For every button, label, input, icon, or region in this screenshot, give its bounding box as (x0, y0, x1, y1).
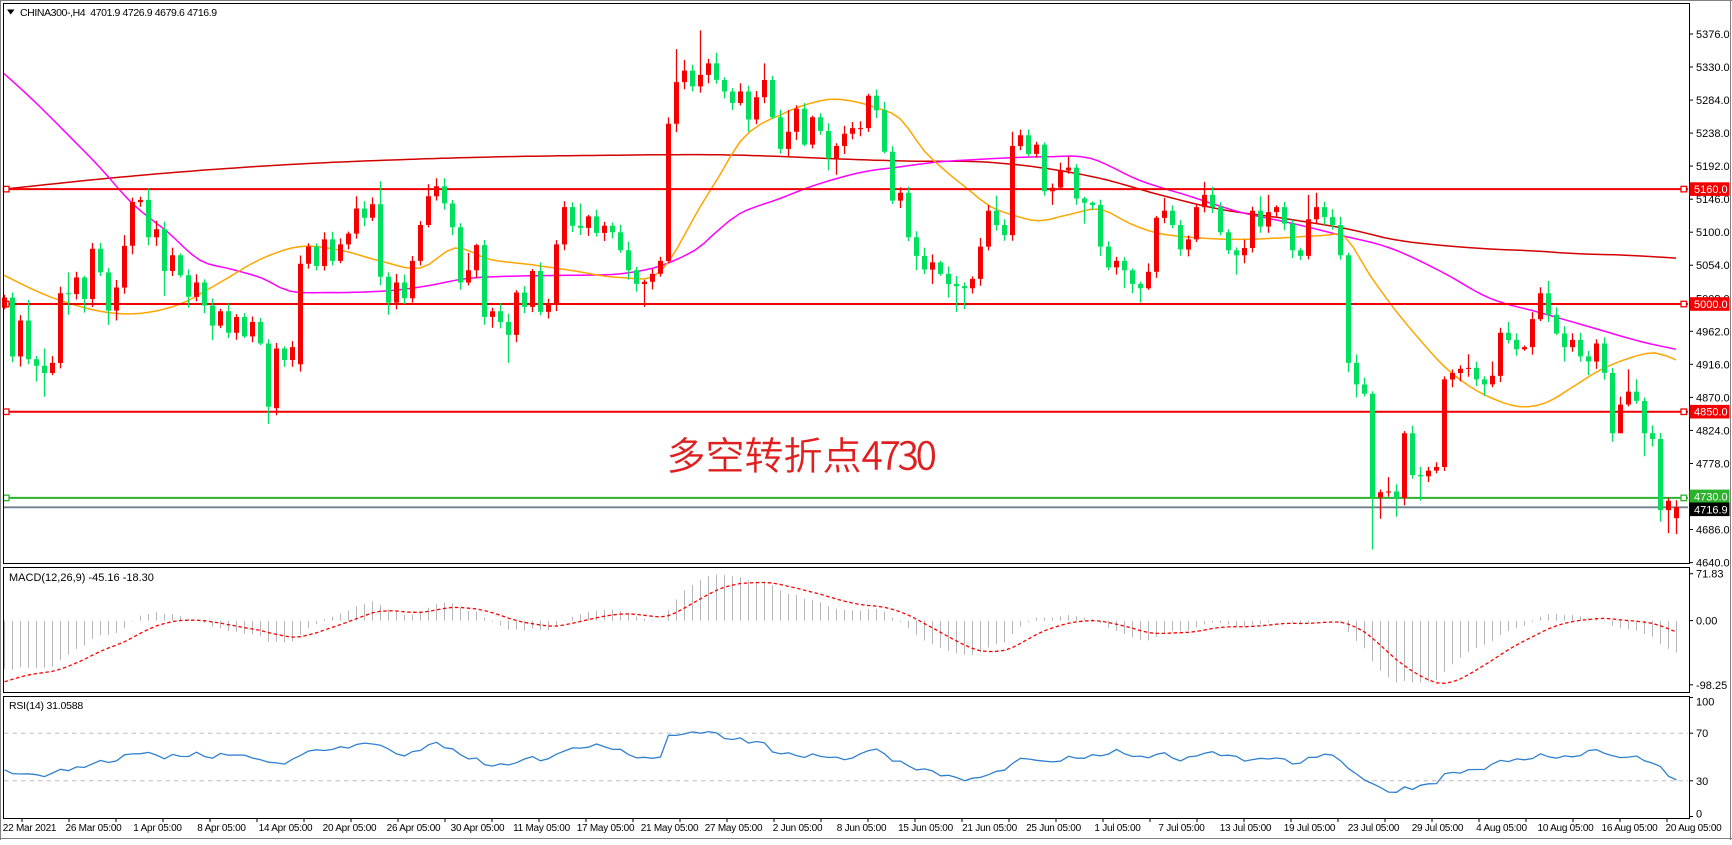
svg-text:0: 0 (1696, 809, 1702, 821)
svg-text:5146.0: 5146.0 (1696, 194, 1730, 206)
svg-text:5330.0: 5330.0 (1696, 62, 1730, 74)
svg-text:5192.0: 5192.0 (1696, 161, 1730, 173)
svg-text:26 Mar 05:00: 26 Mar 05:00 (66, 823, 123, 834)
svg-text:MACD(12,26,9) -45.16 -18.30: MACD(12,26,9) -45.16 -18.30 (9, 572, 154, 584)
svg-text:19 Jul 05:00: 19 Jul 05:00 (1284, 823, 1336, 834)
svg-text:4730.0: 4730.0 (1694, 491, 1728, 503)
svg-text:-98.25: -98.25 (1696, 680, 1727, 692)
svg-text:5238.0: 5238.0 (1696, 128, 1730, 140)
svg-text:30: 30 (1696, 776, 1708, 788)
svg-text:30 Apr 05:00: 30 Apr 05:00 (451, 823, 505, 834)
svg-text:22 Mar 2021: 22 Mar 2021 (3, 823, 57, 834)
svg-text:16 Aug 05:00: 16 Aug 05:00 (1602, 823, 1659, 834)
svg-text:1 Jul 05:00: 1 Jul 05:00 (1094, 823, 1141, 834)
svg-text:100: 100 (1696, 697, 1714, 709)
svg-text:21 Jun 05:00: 21 Jun 05:00 (962, 823, 1018, 834)
svg-text:21 May 05:00: 21 May 05:00 (641, 823, 699, 834)
svg-text:4 Aug 05:00: 4 Aug 05:00 (1476, 823, 1527, 834)
svg-text:CHINA300-,H4 4701.9 4726.9 46: CHINA300-,H4 4701.9 4726.9 4679.6 4716.9 (20, 7, 217, 19)
svg-text:20 Aug 05:00: 20 Aug 05:00 (1666, 823, 1723, 834)
svg-text:2 Jun 05:00: 2 Jun 05:00 (773, 823, 823, 834)
svg-text:23 Jul 05:00: 23 Jul 05:00 (1348, 823, 1400, 834)
svg-text:4870.0: 4870.0 (1696, 392, 1730, 404)
svg-text:5100.0: 5100.0 (1696, 227, 1730, 239)
svg-text:5376.0: 5376.0 (1696, 29, 1730, 41)
svg-text:29 Jul 05:00: 29 Jul 05:00 (1412, 823, 1464, 834)
svg-text:8 Jun 05:00: 8 Jun 05:00 (837, 823, 887, 834)
svg-text:27 May 05:00: 27 May 05:00 (705, 823, 763, 834)
svg-text:8 Apr 05:00: 8 Apr 05:00 (197, 823, 246, 834)
svg-text:4778.0: 4778.0 (1696, 459, 1730, 471)
svg-text:4850.0: 4850.0 (1694, 407, 1728, 419)
svg-text:5160.0: 5160.0 (1694, 184, 1728, 196)
svg-text:RSI(14) 31.0588: RSI(14) 31.0588 (9, 700, 83, 712)
svg-text:1 Apr 05:00: 1 Apr 05:00 (133, 823, 182, 834)
svg-text:4640.0: 4640.0 (1696, 558, 1730, 570)
svg-text:15 Jun 05:00: 15 Jun 05:00 (898, 823, 954, 834)
svg-text:5000.0: 5000.0 (1694, 299, 1728, 311)
svg-text:11 May 05:00: 11 May 05:00 (513, 823, 571, 834)
svg-text:4916.0: 4916.0 (1696, 359, 1730, 371)
svg-text:5284.0: 5284.0 (1696, 95, 1730, 107)
svg-text:5054.0: 5054.0 (1696, 260, 1730, 272)
svg-text:17 May 05:00: 17 May 05:00 (577, 823, 635, 834)
svg-text:10 Aug 05:00: 10 Aug 05:00 (1538, 823, 1595, 834)
svg-text:20 Apr 05:00: 20 Apr 05:00 (323, 823, 377, 834)
svg-text:4962.0: 4962.0 (1696, 326, 1730, 338)
svg-text:14 Apr 05:00: 14 Apr 05:00 (259, 823, 313, 834)
svg-text:70: 70 (1696, 728, 1708, 740)
svg-text:7 Jul 05:00: 7 Jul 05:00 (1158, 823, 1205, 834)
svg-text:4686.0: 4686.0 (1696, 525, 1730, 537)
svg-text:25 Jun 05:00: 25 Jun 05:00 (1026, 823, 1082, 834)
svg-text:0.00: 0.00 (1696, 616, 1717, 628)
svg-text:71.83: 71.83 (1696, 569, 1724, 581)
svg-text:4716.9: 4716.9 (1694, 504, 1728, 516)
svg-text:13 Jul 05:00: 13 Jul 05:00 (1220, 823, 1272, 834)
svg-text:26 Apr 05:00: 26 Apr 05:00 (387, 823, 441, 834)
svg-text:4824.0: 4824.0 (1696, 425, 1730, 437)
